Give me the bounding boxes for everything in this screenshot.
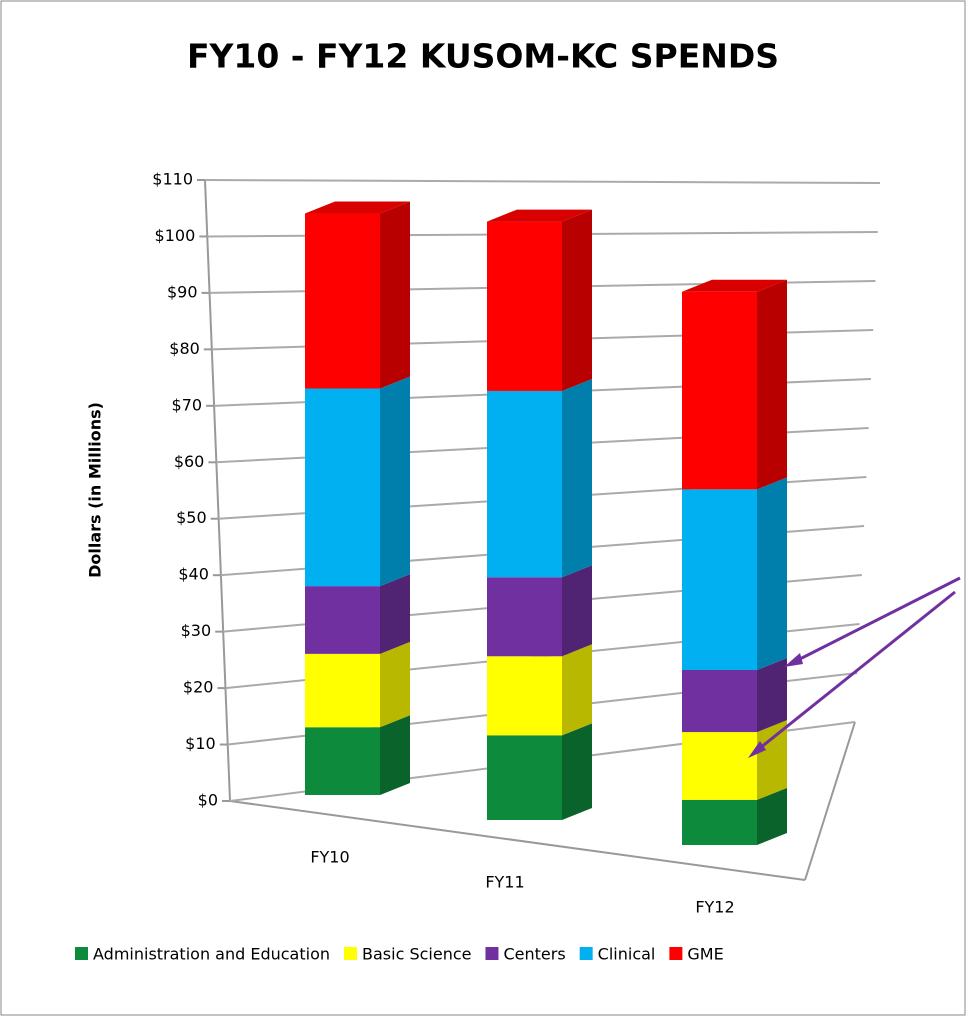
y-tick-label: $110: [152, 170, 193, 189]
y-tick-label: $20: [183, 678, 214, 697]
bar-segment: [487, 723, 592, 820]
bar-front: [305, 653, 380, 728]
bar-front: [487, 390, 562, 578]
arrow-head: [784, 653, 803, 667]
bar-side: [380, 201, 410, 389]
bar-side: [562, 209, 592, 391]
y-tick-label: $70: [172, 395, 203, 414]
arrow-head: [748, 741, 766, 758]
bars: FY10 FY11 FY12: [305, 201, 787, 917]
bar-segment: [487, 378, 592, 578]
legend-swatch: [669, 947, 683, 960]
legend-swatch: [485, 947, 499, 960]
arrow: [791, 576, 961, 665]
bar-side: [757, 657, 787, 733]
legend-swatch: [75, 947, 88, 960]
legend-label: Centers: [503, 945, 565, 964]
bar-side: [562, 644, 592, 736]
y-tick-label: $0: [198, 791, 218, 810]
bar-front: [487, 735, 562, 820]
bar-front: [305, 586, 380, 654]
y-tick-label: $30: [181, 621, 212, 640]
bar-side: [562, 565, 592, 657]
y-tick-label: $100: [155, 226, 196, 245]
y-tick-label: $40: [178, 565, 209, 584]
bar-segment: [682, 720, 787, 800]
bar-front: [305, 388, 380, 587]
bar-side: [757, 720, 787, 800]
bar-front: [682, 732, 757, 800]
bar-front: [487, 221, 562, 391]
chart-title: FY10 - FY12 KUSOM-KC SPENDS: [187, 37, 779, 76]
bar-segment: [682, 279, 787, 490]
bar-side: [562, 378, 592, 578]
bar-front: [487, 656, 562, 736]
bar-segment: [682, 657, 787, 733]
bar-side: [757, 787, 787, 845]
legend-label: Basic Science: [362, 945, 471, 964]
y-tick-label: $60: [174, 452, 205, 471]
bar-side: [562, 723, 592, 820]
y-tick-label: $50: [176, 508, 207, 527]
x-tick-label: FY11: [485, 873, 524, 892]
legend-swatch: [344, 947, 358, 960]
bar-side: [380, 574, 410, 654]
y-axis-label: Dollars (in Millions): [86, 402, 105, 578]
bar-side: [380, 715, 410, 795]
legend-label: Administration and Education: [93, 945, 330, 964]
bar-segment: [487, 209, 592, 391]
x-tick-label: FY12: [695, 898, 734, 917]
grid-line: [204, 179, 881, 184]
bar-side: [380, 376, 410, 587]
bar-segment: [487, 565, 592, 657]
bar-segment: [682, 787, 787, 845]
bar-front: [682, 799, 757, 845]
bar-front: [305, 727, 380, 795]
bar-segment: [305, 641, 410, 728]
bar-top: [682, 279, 787, 292]
bar-segment: [305, 574, 410, 654]
bar-top: [487, 209, 592, 222]
bar-segment: [487, 644, 592, 736]
bar-segment: [305, 201, 410, 389]
bar-front: [305, 213, 380, 389]
bar-front: [682, 291, 757, 490]
bar-segment: [682, 477, 787, 670]
bar-side: [757, 477, 787, 670]
y-tick-label: $80: [169, 339, 200, 358]
floor-edge: [229, 800, 806, 881]
legend-label: GME: [687, 945, 723, 964]
bar-side: [380, 641, 410, 728]
x-tick-label: FY10: [310, 848, 349, 867]
arrow: [754, 590, 956, 754]
bar-side: [757, 279, 787, 490]
y-axis: [204, 179, 231, 802]
y-tick-label: $10: [185, 734, 216, 753]
legend: Administration and Education Basic Scienc…: [75, 945, 724, 964]
floor-edge: [804, 721, 856, 881]
bar-segment: [305, 715, 410, 795]
bar-segment: [305, 376, 410, 587]
bar-front: [487, 577, 562, 657]
arrows: [748, 576, 961, 758]
bar-front: [682, 489, 757, 670]
bar-top: [305, 201, 410, 214]
legend-label: Clinical: [598, 945, 656, 964]
legend-swatch: [579, 947, 593, 960]
y-tick-label: $90: [167, 282, 198, 301]
bar-front: [682, 669, 757, 733]
